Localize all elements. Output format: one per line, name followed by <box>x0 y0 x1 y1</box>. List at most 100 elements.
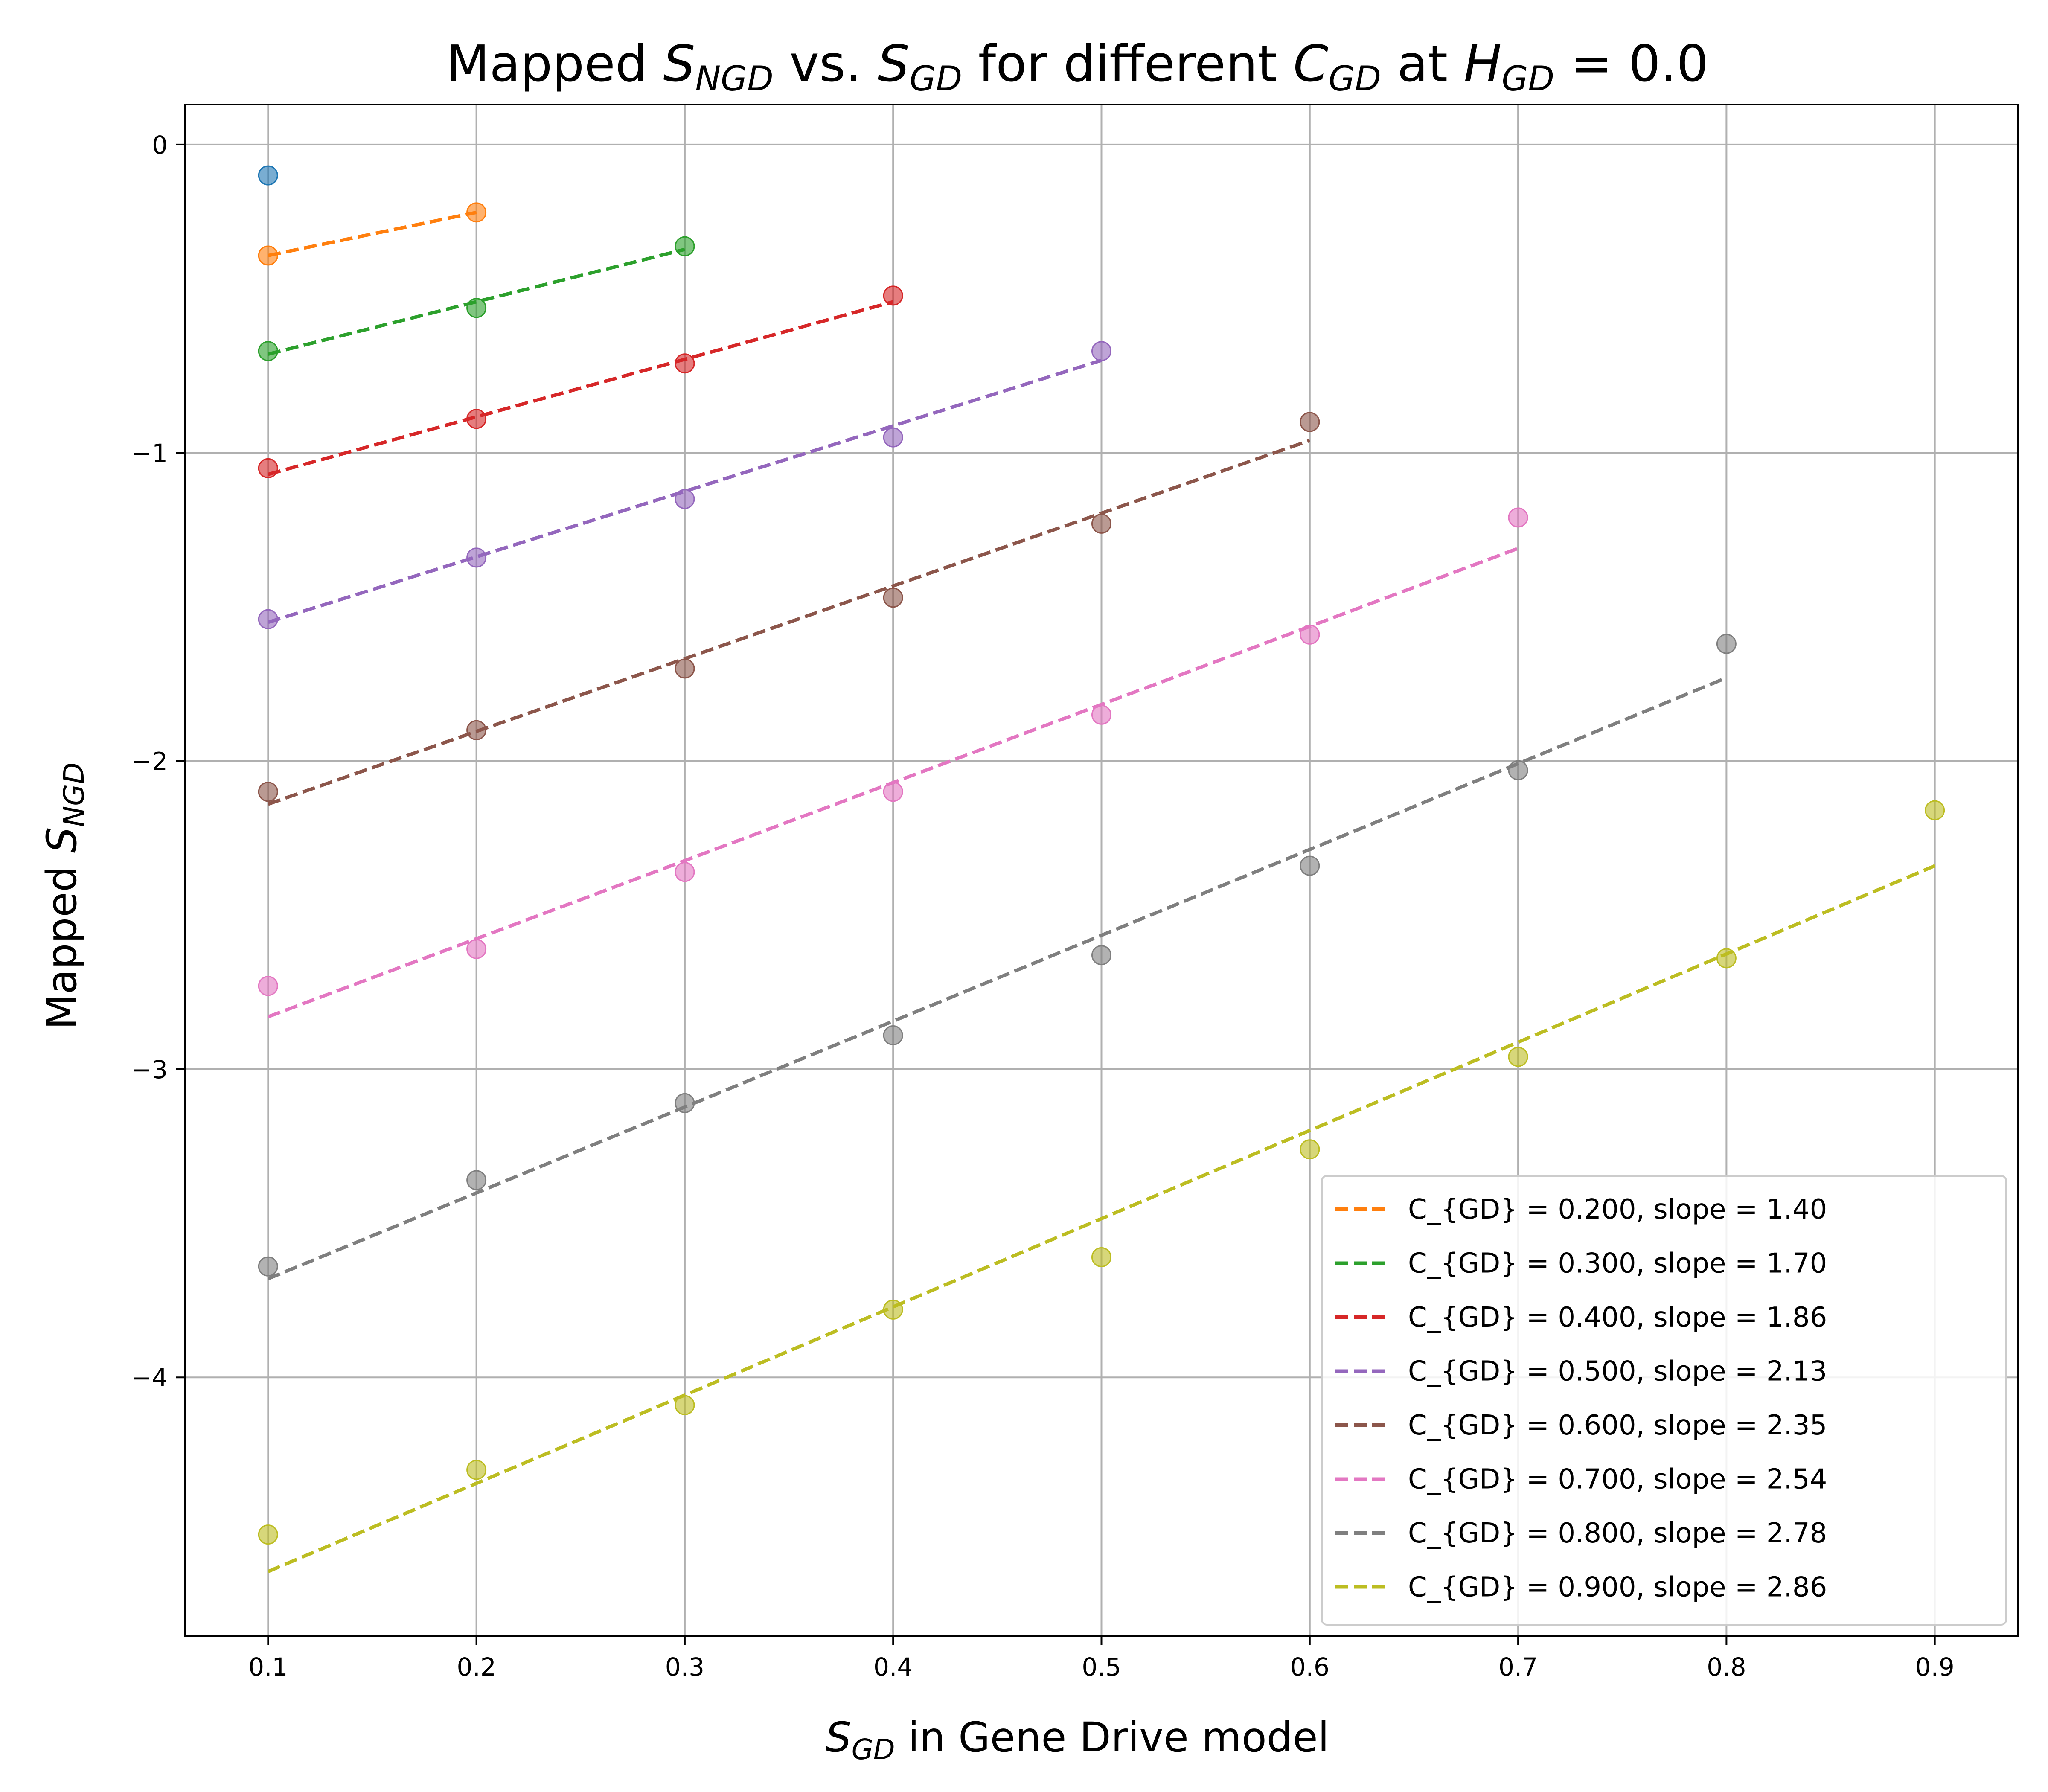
title-sub: GD <box>910 59 963 99</box>
x-tick-label: 0.5 <box>1082 1652 1121 1681</box>
data-point <box>883 1025 903 1045</box>
x-tick-label: 0.9 <box>1915 1652 1955 1681</box>
fit-line <box>267 864 1936 1573</box>
data-point <box>1300 855 1320 876</box>
title-var: S <box>878 34 910 93</box>
legend: C_{GD} = 0.200, slope = 1.40 C_{GD} = 0.3… <box>1321 1175 2007 1626</box>
legend-label: C_{GD} = 0.500, slope = 2.13 <box>1408 1356 1827 1388</box>
x-tick-label: 0.1 <box>248 1652 288 1681</box>
data-point <box>675 1093 695 1113</box>
y-axis-label: Mapped SNGD <box>38 762 90 1030</box>
title-sub: NGD <box>695 59 773 99</box>
fit-line <box>267 439 1311 806</box>
fit-line <box>268 247 685 356</box>
data-point <box>1091 704 1111 725</box>
data-point <box>258 165 278 186</box>
title-var: C <box>1293 34 1328 93</box>
data-point <box>675 1395 695 1415</box>
data-points <box>258 165 1945 1545</box>
data-point <box>883 285 903 306</box>
data-point <box>258 782 278 802</box>
legend-box <box>1321 1175 2007 1626</box>
data-point <box>1508 1047 1528 1067</box>
x-axis-label: SGD in Gene Drive model <box>826 1713 1329 1766</box>
data-point <box>1091 1247 1111 1268</box>
y-tick-label: −2 <box>131 747 168 776</box>
x-axis-var: S <box>826 1713 852 1761</box>
data-point <box>466 939 487 959</box>
y-axis-sub: NGD <box>58 762 90 827</box>
x-tick-label: 0.4 <box>873 1652 913 1681</box>
legend-label: C_{GD} = 0.900, slope = 2.86 <box>1408 1572 1827 1603</box>
data-point <box>1091 513 1111 534</box>
data-point <box>1716 634 1737 654</box>
y-tick-label: 0 <box>152 131 168 160</box>
data-point <box>258 458 278 478</box>
legend-label: C_{GD} = 0.200, slope = 1.40 <box>1408 1194 1827 1225</box>
y-axis-var: S <box>38 827 86 853</box>
fit-line <box>268 210 477 257</box>
data-point <box>466 1170 487 1190</box>
data-point <box>883 427 903 448</box>
data-point <box>675 658 695 679</box>
x-tick-label: 0.7 <box>1498 1652 1538 1681</box>
title-var: H <box>1464 34 1502 93</box>
data-point <box>258 976 278 996</box>
data-point <box>883 782 903 802</box>
title-part: at <box>1381 34 1464 93</box>
data-point <box>258 245 278 266</box>
x-tick-label: 0.3 <box>665 1652 704 1681</box>
x-tick-label: 0.8 <box>1707 1652 1746 1681</box>
data-point <box>466 1460 487 1480</box>
fit-line <box>268 358 1102 624</box>
x-axis-text: in Gene Drive model <box>895 1713 1329 1761</box>
legend-label: C_{GD} = 0.800, slope = 2.78 <box>1408 1518 1827 1549</box>
title-part: vs. <box>774 34 878 93</box>
y-tick-label: −4 <box>131 1363 168 1392</box>
data-point <box>1091 341 1111 361</box>
legend-label: C_{GD} = 0.400, slope = 1.86 <box>1408 1302 1827 1333</box>
data-point <box>1716 948 1737 969</box>
data-point <box>258 609 278 629</box>
y-axis-text: Mapped <box>38 853 86 1030</box>
title-sub: GD <box>1328 59 1381 99</box>
data-point <box>466 409 487 429</box>
title-sub: GD <box>1501 59 1554 99</box>
chart-title: Mapped SNGD vs. SGD for different CGD at… <box>446 34 1708 99</box>
x-tick-label: 0.2 <box>457 1652 496 1681</box>
data-point <box>466 547 487 568</box>
fit-line <box>268 300 894 476</box>
data-point <box>675 862 695 882</box>
data-point <box>1925 800 1945 820</box>
data-point <box>675 489 695 509</box>
data-point <box>466 720 487 740</box>
data-point <box>258 341 278 361</box>
data-point <box>1091 945 1111 966</box>
y-tick-label: −3 <box>131 1055 168 1084</box>
title-var: S <box>663 34 695 93</box>
data-point <box>1508 507 1528 528</box>
title-part: for different <box>962 34 1293 93</box>
data-point <box>1508 760 1528 780</box>
data-point <box>258 1524 278 1545</box>
data-point <box>883 588 903 608</box>
data-point <box>466 202 487 223</box>
x-axis-sub: GD <box>852 1733 895 1766</box>
title-part: = 0.0 <box>1554 34 1709 93</box>
legend-label: C_{GD} = 0.700, slope = 2.54 <box>1408 1464 1827 1495</box>
data-point <box>466 298 487 318</box>
fit-line <box>267 676 1727 1280</box>
data-point <box>675 236 695 256</box>
legend-label: C_{GD} = 0.300, slope = 1.70 <box>1408 1248 1827 1280</box>
legend-label: C_{GD} = 0.600, slope = 2.35 <box>1408 1410 1827 1441</box>
data-point <box>883 1299 903 1320</box>
y-tick-label: −1 <box>131 439 168 468</box>
data-point <box>675 353 695 374</box>
title-part: Mapped <box>446 34 663 93</box>
data-point <box>1300 624 1320 645</box>
data-point <box>1300 1139 1320 1160</box>
data-point <box>1300 412 1320 432</box>
x-tick-label: 0.6 <box>1290 1652 1329 1681</box>
ticks: 0.1 0.2 0.3 0.4 0.5 0.6 0.7 0.8 0.9 0 −1 −2 −3 −4 <box>131 131 1955 1681</box>
